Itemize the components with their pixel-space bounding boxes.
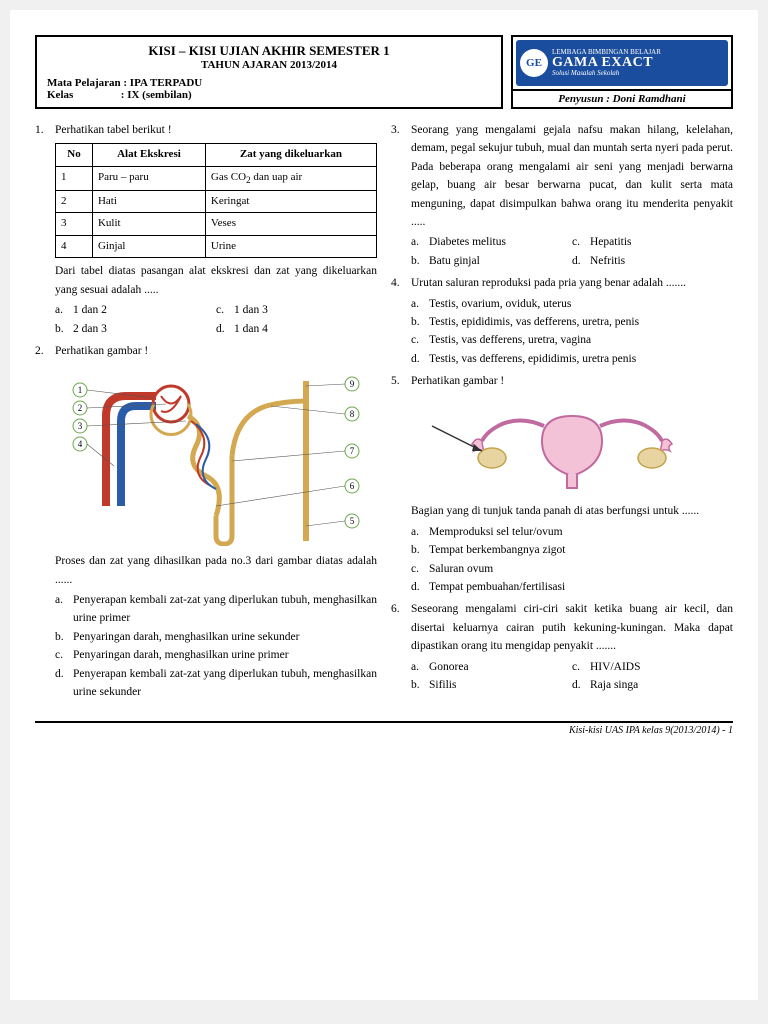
q4-options: a.Testis, ovarium, oviduk, uterus b.Test…	[411, 295, 733, 369]
exam-year: TAHUN AJARAN 2013/2014	[47, 59, 491, 71]
q5-after: Bagian yang di tunjuk tanda panah di ata…	[411, 502, 733, 520]
q6-options: a.Gonoreac.HIV/AIDS b.Sifilisd.Raja sing…	[411, 658, 733, 695]
q1-text: Perhatikan tabel berikut !	[55, 121, 377, 139]
svg-text:1: 1	[78, 385, 83, 395]
q1-table: No Alat Ekskresi Zat yang dikeluarkan 1P…	[55, 143, 377, 258]
table-row: 4GinjalUrine	[56, 235, 377, 258]
q1-options: a.1 dan 2c.1 dan 3 b.2 dan 3d.1 dan 4	[55, 301, 377, 338]
page: KISI – KISI UJIAN AKHIR SEMESTER 1 TAHUN…	[10, 10, 758, 1000]
question-3: 3. Seorang yang mengalami gejala nafsu m…	[391, 121, 733, 270]
logo-box: GE LEMBAGA BIMBINGAN BELAJAR GAMA EXACT …	[511, 35, 733, 91]
q2-options: a.Penyerapan kembali zat-zat yang diperl…	[55, 591, 377, 701]
page-footer: Kisi-kisi UAS IPA kelas 9(2013/2014) - 1	[35, 721, 733, 736]
table-row: 2HatiKeringat	[56, 190, 377, 213]
logo-main-text: GAMA EXACT	[552, 56, 661, 70]
right-column: 3. Seorang yang mengalami gejala nafsu m…	[391, 121, 733, 705]
svg-text:8: 8	[350, 409, 355, 419]
q4-text: Urutan saluran reproduksi pada pria yang…	[411, 274, 733, 292]
svg-text:2: 2	[78, 403, 83, 413]
table-header-row: No Alat Ekskresi Zat yang dikeluarkan	[56, 144, 377, 167]
logo-badge-icon: GE	[520, 49, 548, 77]
q5-text: Perhatikan gambar !	[411, 372, 733, 390]
q6-text: Seseorang mengalami ciri-ciri sakit keti…	[411, 600, 733, 655]
q2-after: Proses dan zat yang dihasilkan pada no.3…	[55, 552, 377, 589]
header-left-box: KISI – KISI UJIAN AKHIR SEMESTER 1 TAHUN…	[35, 35, 503, 109]
header-right: GE LEMBAGA BIMBINGAN BELAJAR GAMA EXACT …	[511, 35, 733, 109]
svg-text:6: 6	[350, 481, 355, 491]
q3-text: Seorang yang mengalami gejala nafsu maka…	[411, 121, 733, 231]
question-6: 6. Seseorang mengalami ciri-ciri sakit k…	[391, 600, 733, 694]
question-4: 4. Urutan saluran reproduksi pada pria y…	[391, 274, 733, 368]
svg-text:3: 3	[78, 421, 83, 431]
q5-options: a.Memproduksi sel telur/ovum b.Tempat be…	[411, 523, 733, 597]
question-2: 2. Perhatikan gambar !	[35, 342, 377, 702]
question-5: 5. Perhatikan gambar !	[391, 372, 733, 596]
uterus-svg-icon	[411, 396, 733, 496]
logo: GE LEMBAGA BIMBINGAN BELAJAR GAMA EXACT …	[516, 40, 728, 86]
q2-text: Perhatikan gambar !	[55, 342, 377, 360]
svg-text:9: 9	[350, 379, 355, 389]
q3-options: a.Diabetes melitusc.Hepatitis b.Batu gin…	[411, 233, 733, 270]
table-row: 3KulitVeses	[56, 213, 377, 236]
header: KISI – KISI UJIAN AKHIR SEMESTER 1 TAHUN…	[35, 35, 733, 109]
q1-after: Dari tabel diatas pasangan alat ekskresi…	[55, 262, 377, 299]
exam-title: KISI – KISI UJIAN AKHIR SEMESTER 1	[47, 43, 491, 59]
svg-text:4: 4	[78, 439, 83, 449]
subject-row: Mata Pelajaran : IPA TERPADU	[47, 77, 491, 89]
table-row: 1Paru – paruGas CO2 dan uap air	[56, 166, 377, 190]
svg-text:5: 5	[350, 516, 355, 526]
nephron-diagram: 1 2 3 4 9 8 7 6 5	[55, 366, 377, 546]
uterus-diagram	[411, 396, 733, 496]
question-1: 1. Perhatikan tabel berikut ! No Alat Ek…	[35, 121, 377, 338]
class-row: Kelas : IX (sembilan)	[47, 89, 491, 101]
nephron-svg-icon: 1 2 3 4 9 8 7 6 5	[55, 366, 377, 546]
author-box: Penyusun : Doni Ramdhani	[511, 91, 733, 109]
logo-sub-text: Solusi Masalah Sekolah	[552, 70, 661, 77]
svg-text:7: 7	[350, 446, 355, 456]
left-column: 1. Perhatikan tabel berikut ! No Alat Ek…	[35, 121, 377, 705]
content-columns: 1. Perhatikan tabel berikut ! No Alat Ek…	[35, 121, 733, 705]
